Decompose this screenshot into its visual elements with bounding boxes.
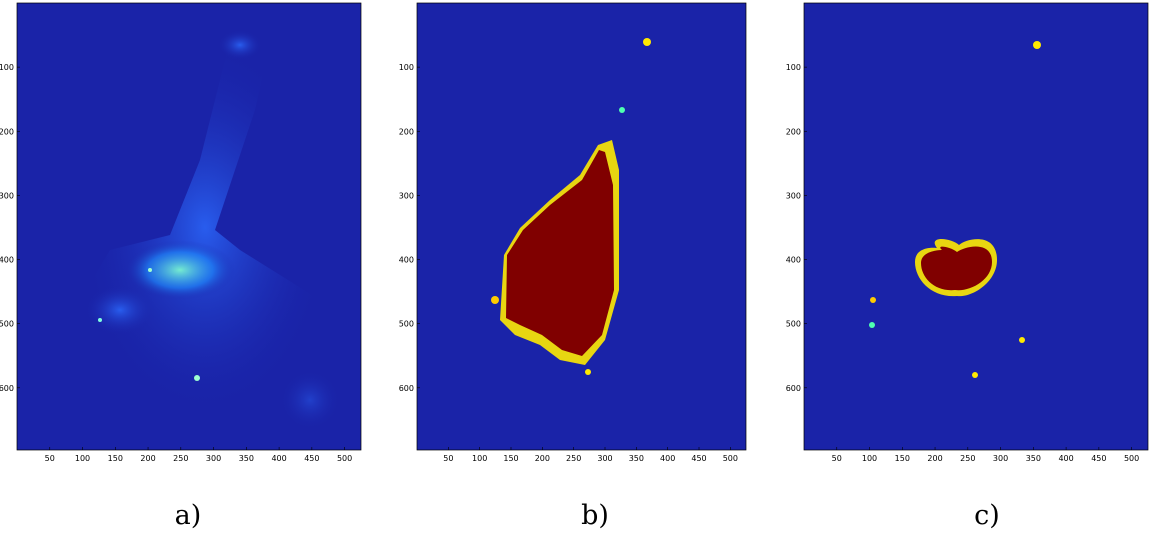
y-tick-label: 100 [399,63,414,72]
y-tick-label: 100 [0,63,14,72]
nucleus-mask [921,246,992,291]
x-tick-label: 200 [927,454,942,463]
nucleus-glow [125,240,235,300]
x-tick-label: 150 [895,454,910,463]
x-tick-label: 400 [1058,454,1073,463]
x-tick-label: 400 [660,454,675,463]
x-tick-label: 500 [337,454,352,463]
x-tick-label: 100 [862,454,877,463]
y-tick-label: 400 [786,256,801,265]
caption-c: c) [974,500,1000,531]
y-axis-ticks: 100 200 300 400 500 600 [399,63,420,393]
panel-b: 50 100 150 200 250 300 350 400 450 500 100 200 300 4… [399,0,770,535]
panel-c-image-area [803,2,1149,451]
panel-a: 50 100 150 200 250 300 350 400 450 500 100 200 300 4… [0,0,370,535]
x-axis-ticks: 50 100 150 200 250 300 350 400 450 500 [443,447,738,463]
y-axis-ticks: 100 200 300 400 500 600 [786,63,807,393]
y-tick-label: 200 [399,127,414,136]
x-tick-label: 250 [566,454,581,463]
x-axis-ticks: 50 100 150 200 250 300 350 400 450 500 [832,447,1139,463]
x-tick-label: 350 [239,454,254,463]
x-tick-label: 450 [304,454,319,463]
x-tick-label: 100 [472,454,487,463]
y-tick-label: 300 [399,191,414,200]
x-tick-label: 50 [45,454,55,463]
y-tick-label: 400 [399,256,414,265]
x-axis-ticks: 50 100 150 200 250 300 350 400 450 500 [45,447,352,463]
panel-c-plot: 50 100 150 200 250 300 350 400 450 500 100 200 300 4… [786,2,1149,463]
y-tick-label: 300 [0,191,14,200]
x-tick-label: 150 [503,454,518,463]
cell-mask [506,150,614,356]
x-tick-label: 100 [75,454,90,463]
y-tick-label: 500 [786,320,801,329]
x-tick-label: 300 [597,454,612,463]
y-tick-label: 200 [786,127,801,136]
y-tick-label: 200 [0,127,14,136]
panel-c: 50 100 150 200 250 300 350 400 450 500 100 200 300 4… [786,0,1151,535]
y-tick-label: 100 [786,63,801,72]
x-tick-label: 500 [723,454,738,463]
x-tick-label: 50 [443,454,453,463]
caption-a: a) [174,500,202,531]
x-tick-label: 50 [832,454,842,463]
x-tick-label: 200 [535,454,550,463]
x-tick-label: 400 [271,454,286,463]
x-tick-label: 150 [108,454,123,463]
x-tick-label: 350 [1026,454,1041,463]
caption-b: b) [581,500,609,531]
x-tick-label: 250 [960,454,975,463]
y-tick-label: 300 [786,191,801,200]
x-tick-label: 500 [1124,454,1139,463]
y-tick-label: 500 [399,320,414,329]
x-tick-label: 250 [173,454,188,463]
y-tick-label: 500 [0,320,14,329]
x-tick-label: 200 [140,454,155,463]
panel-a-plot: 50 100 150 200 250 300 350 400 450 500 100 200 300 4… [0,2,362,463]
y-tick-label: 600 [786,384,801,393]
y-tick-label: 400 [0,256,14,265]
x-tick-label: 450 [691,454,706,463]
panel-b-plot: 50 100 150 200 250 300 350 400 450 500 100 200 300 4… [399,2,747,463]
x-tick-label: 450 [1091,454,1106,463]
y-tick-label: 600 [0,384,14,393]
x-tick-label: 300 [206,454,221,463]
x-tick-label: 300 [993,454,1008,463]
y-axis-ticks: 100 200 300 400 500 600 [0,63,20,393]
x-tick-label: 350 [629,454,644,463]
y-tick-label: 600 [399,384,414,393]
